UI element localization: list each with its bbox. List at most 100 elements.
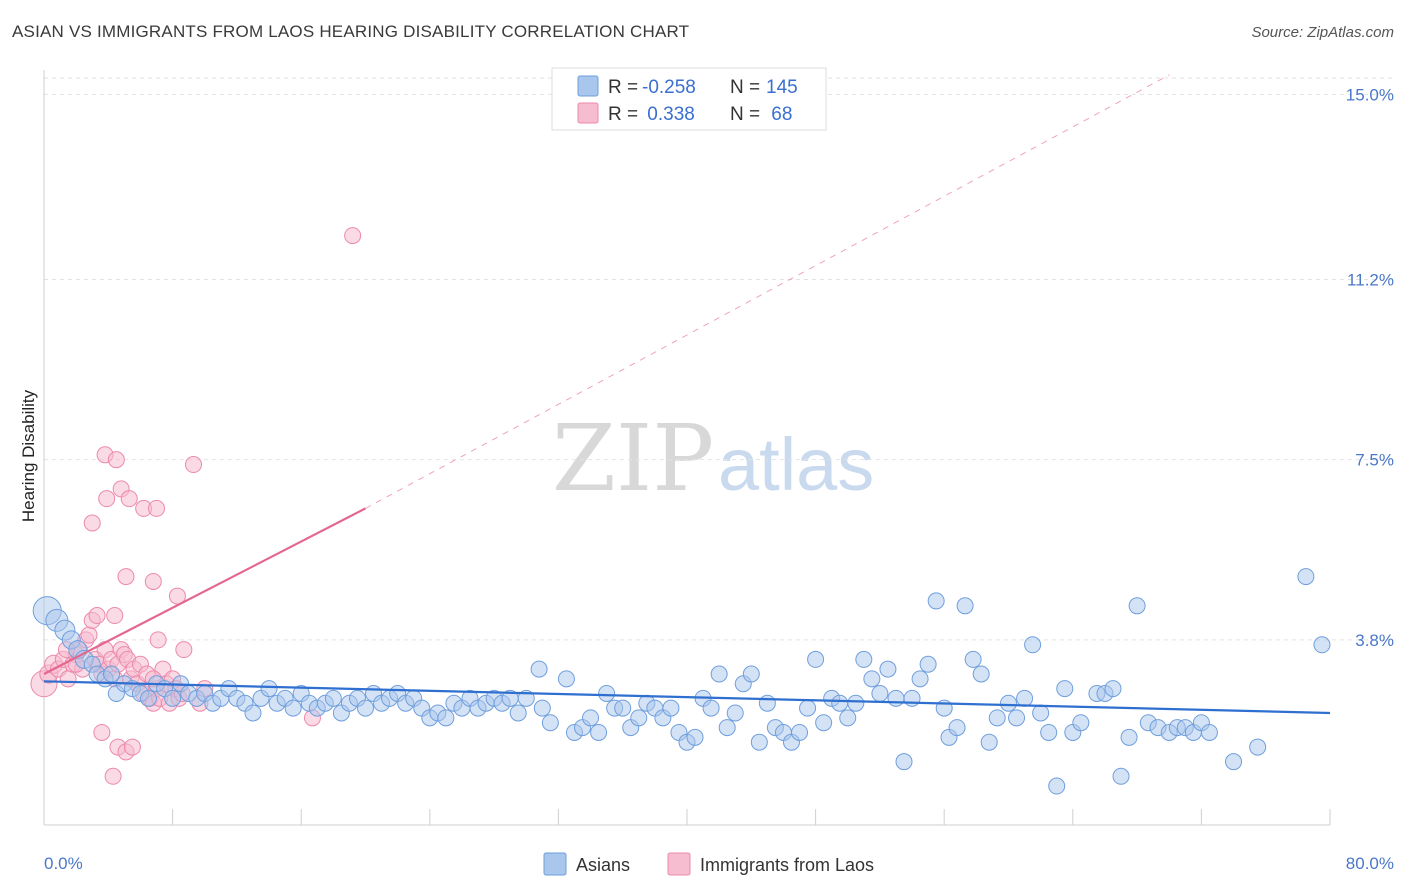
x-tick-label-min: 0.0% [44,854,83,873]
y-tick-label: 3.8% [1355,631,1394,650]
legend-r-value-laos: 0.338 [642,104,695,125]
bottom-legend-swatch-laos [667,852,691,876]
data-point-laos [144,572,162,590]
data-point-asians [662,699,680,717]
gridlines [44,77,1392,641]
data-point-asians [1072,714,1090,732]
legend-top: R = -0.258 N = 145 R = 0.338 N = 68 [551,67,827,131]
data-point-asians [1056,680,1074,698]
data-point-asians [324,689,342,707]
data-point-asians [807,650,825,668]
data-point-asians [284,699,302,717]
data-point-asians [541,714,559,732]
data-point-asians [718,719,736,737]
bottom-legend-asians: Asians [576,855,630,875]
y-axis-label: Hearing Disability [19,389,38,522]
data-point-laos [88,607,106,625]
data-point-asians [855,650,873,668]
trend-line-laos-extension [365,74,1170,509]
data-point-asians [750,733,768,751]
data-point-asians [742,665,760,683]
legend-n-label-asians: N = [730,77,760,98]
data-point-asians [1249,738,1267,756]
data-point-asians [357,699,374,717]
data-point-asians [244,704,262,722]
watermark-zip: ZIP [552,405,714,512]
data-point-asians [1024,636,1042,654]
data-point-asians [1008,709,1026,727]
data-point-laos [123,738,141,756]
x-ticks [43,809,1331,825]
data-point-laos [344,227,362,245]
data-point-asians [1313,636,1331,654]
data-point-asians [726,704,744,722]
data-point-asians [903,689,921,707]
legend-r-value-asians: -0.258 [642,77,696,98]
y-tick-label: 11.2% [1347,270,1394,289]
data-point-asians [871,684,889,702]
source-label: Source: ZipAtlas.com [1251,24,1394,41]
data-point-asians [972,665,990,683]
data-point-asians [598,684,616,702]
data-point-asians [948,719,966,737]
data-point-asians [1225,753,1243,771]
data-point-asians [686,728,704,746]
legend-r-label-laos: R = [608,104,638,125]
y-tick-label: 15.0% [1346,85,1394,104]
data-point-asians [164,689,182,707]
data-point-asians [1120,728,1138,746]
legend-n-value-asians: 145 [766,77,798,98]
data-point-asians [1000,694,1017,712]
data-point-asians [799,699,817,717]
data-point-asians [533,699,551,717]
data-point-asians [1048,777,1066,795]
data-point-asians [964,650,982,668]
bottom-legend-laos: Immigrants from Laos [700,855,874,875]
data-point-asians [839,709,857,727]
data-point-asians [582,709,600,727]
data-point-asians [530,660,548,678]
data-point-asians [1297,568,1315,586]
data-point-asians [988,709,1006,727]
y-tick-labels: 3.8% 7.5% 11.2% 15.0% [1346,85,1394,650]
data-point-asians [1104,680,1122,698]
data-point-asians [1016,689,1034,707]
data-point-asians [614,699,632,717]
data-point-laos [106,607,124,625]
data-point-laos [98,490,116,508]
trend-line-laos [43,507,367,675]
legend-bottom: Asians Immigrants from Laos [543,852,874,876]
data-point-asians [791,723,809,741]
data-point-asians [139,689,157,707]
data-point-asians [847,694,865,712]
data-point-laos [184,456,202,474]
data-point-laos [59,670,77,688]
data-point-asians [927,592,945,610]
data-point-asians [879,660,897,678]
data-point-asians [710,665,728,683]
data-point-asians [509,704,527,722]
data-point-asians [919,655,937,673]
data-point-laos [175,641,193,659]
data-point-asians [980,733,998,751]
data-point-asians [1040,723,1058,741]
legend-n-value-laos: 68 [766,104,792,125]
legend-n-label-laos: N = [730,104,760,125]
data-point-asians [557,670,575,688]
data-point-laos [104,767,122,785]
data-point-asians [956,597,974,615]
asian-points [32,568,1331,795]
data-point-laos [93,723,111,741]
data-point-asians [260,680,278,698]
legend-swatch-asians [577,75,599,97]
data-point-laos [148,499,166,517]
data-point-asians [1032,704,1050,722]
data-point-laos [120,490,138,508]
data-point-asians [911,670,929,688]
trend-lines [43,74,1331,715]
data-point-asians [1128,597,1146,615]
data-point-laos [117,568,135,586]
watermark-atlas: atlas [718,423,874,506]
x-tick-label-max: 80.0% [1346,854,1394,873]
